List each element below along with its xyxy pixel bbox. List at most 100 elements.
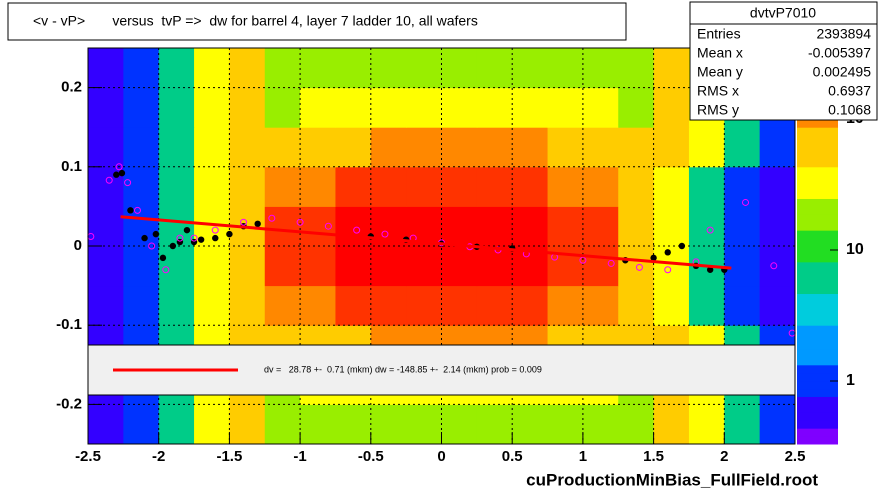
- mean-point: [240, 218, 248, 226]
- heat-cell: [158, 87, 195, 128]
- z-tick-label: 1: [846, 372, 855, 389]
- x-tick-label: 2.5: [785, 448, 806, 465]
- profile-point: [197, 236, 205, 243]
- heat-cell: [229, 404, 266, 445]
- heat-cell: [512, 206, 549, 247]
- heat-cell: [406, 166, 442, 207]
- heat-cell: [88, 87, 124, 128]
- colorbar-cell: [797, 325, 838, 334]
- heat-cell: [653, 285, 690, 326]
- heat-cell: [229, 127, 266, 168]
- heat-cell: [653, 404, 690, 445]
- heat-cell: [123, 285, 160, 326]
- heat-cell: [547, 404, 584, 445]
- heat-cell: [688, 404, 725, 445]
- heat-cell: [724, 166, 761, 207]
- heat-cell: [123, 87, 160, 128]
- heat-cell: [158, 48, 195, 89]
- heat-cell: [370, 87, 407, 128]
- heat-cell: [123, 166, 160, 207]
- heat-cell: [547, 48, 584, 89]
- heat-cell: [406, 48, 442, 89]
- profile-point: [141, 234, 148, 242]
- heat-cell: [123, 246, 160, 287]
- colorbar-cell: [797, 182, 838, 192]
- y-tick-label: 0: [74, 237, 82, 254]
- heat-cell: [653, 246, 690, 287]
- heat-cell: [88, 48, 124, 89]
- heat-cell: [158, 246, 195, 287]
- heat-cell: [300, 48, 336, 89]
- mean-point: [268, 214, 276, 222]
- heat-cell: [618, 48, 655, 89]
- x-tick-label: -1.5: [216, 448, 242, 465]
- mean-point: [133, 206, 141, 214]
- heat-cell: [476, 285, 513, 326]
- heat-cell: [88, 246, 124, 287]
- heat-cell: [158, 206, 195, 247]
- x-tick-label: -1: [293, 448, 306, 465]
- heat-cell: [158, 127, 195, 168]
- colorbar-cell: [797, 333, 838, 342]
- heat-cell: [653, 48, 690, 89]
- colorbar-cell: [797, 119, 838, 128]
- colorbar-cell: [797, 348, 838, 358]
- colorbar-cell: [797, 404, 838, 413]
- heat-cell: [759, 246, 796, 287]
- colorbar-cell: [797, 277, 838, 287]
- heat-cell: [335, 206, 372, 247]
- heat-cell: [441, 166, 478, 207]
- heat-cell: [335, 404, 372, 445]
- colorbar-cell: [797, 150, 838, 160]
- mean-point: [105, 176, 113, 184]
- colorbar-cell: [797, 372, 838, 382]
- heat-cell: [194, 166, 230, 207]
- heat-cell: [512, 404, 549, 445]
- colorbar-cell: [797, 293, 838, 302]
- profile-point: [118, 169, 126, 177]
- stats-name: RMS x: [697, 83, 739, 99]
- heat-cell: [123, 127, 160, 168]
- stats-title: dvtvP7010: [750, 5, 816, 21]
- heat-cell: [335, 246, 372, 287]
- x-tick-label: 0.5: [502, 448, 523, 465]
- colorbar-cell: [797, 341, 838, 350]
- heat-cell: [512, 127, 549, 168]
- heat-cell: [653, 127, 690, 168]
- chart-title: <v - vP> versus tvP => dw for barrel 4, …: [33, 13, 478, 29]
- mean-point: [706, 226, 714, 234]
- heat-cell: [406, 404, 442, 445]
- heat-cell: [406, 87, 442, 128]
- profile-point: [226, 230, 233, 238]
- title-box: [7, 2, 627, 41]
- heat-cell: [618, 206, 655, 247]
- heat-cell: [406, 285, 442, 326]
- plot-frame: [87, 47, 796, 445]
- heat-cell: [476, 404, 513, 445]
- heat-cell: [759, 166, 796, 207]
- heat-cell: [229, 87, 266, 128]
- heat-cell: [476, 166, 513, 207]
- heat-cell: [335, 285, 372, 326]
- heat-cell: [688, 127, 725, 168]
- profile-point: [254, 220, 261, 228]
- heat-cell: [759, 206, 796, 247]
- heat-cell: [724, 246, 761, 287]
- stats-value: 0.002495: [813, 64, 872, 80]
- mean-point: [579, 256, 587, 264]
- mean-point: [148, 242, 156, 250]
- x-tick-label: -2: [152, 448, 165, 465]
- heat-cell: [547, 87, 584, 128]
- x-tick-label: 1: [579, 448, 587, 465]
- stats-name: Mean y: [697, 64, 743, 80]
- heat-cell: [370, 127, 407, 168]
- heat-cell: [441, 206, 478, 247]
- colorbar-cell: [797, 301, 838, 310]
- mean-point: [607, 259, 615, 267]
- colorbar-cell: [797, 269, 838, 279]
- heat-cell: [335, 87, 372, 128]
- heat-cell: [335, 127, 372, 168]
- heat-cell: [547, 206, 584, 247]
- heat-cell: [653, 87, 690, 128]
- colorbar-cell: [797, 253, 838, 263]
